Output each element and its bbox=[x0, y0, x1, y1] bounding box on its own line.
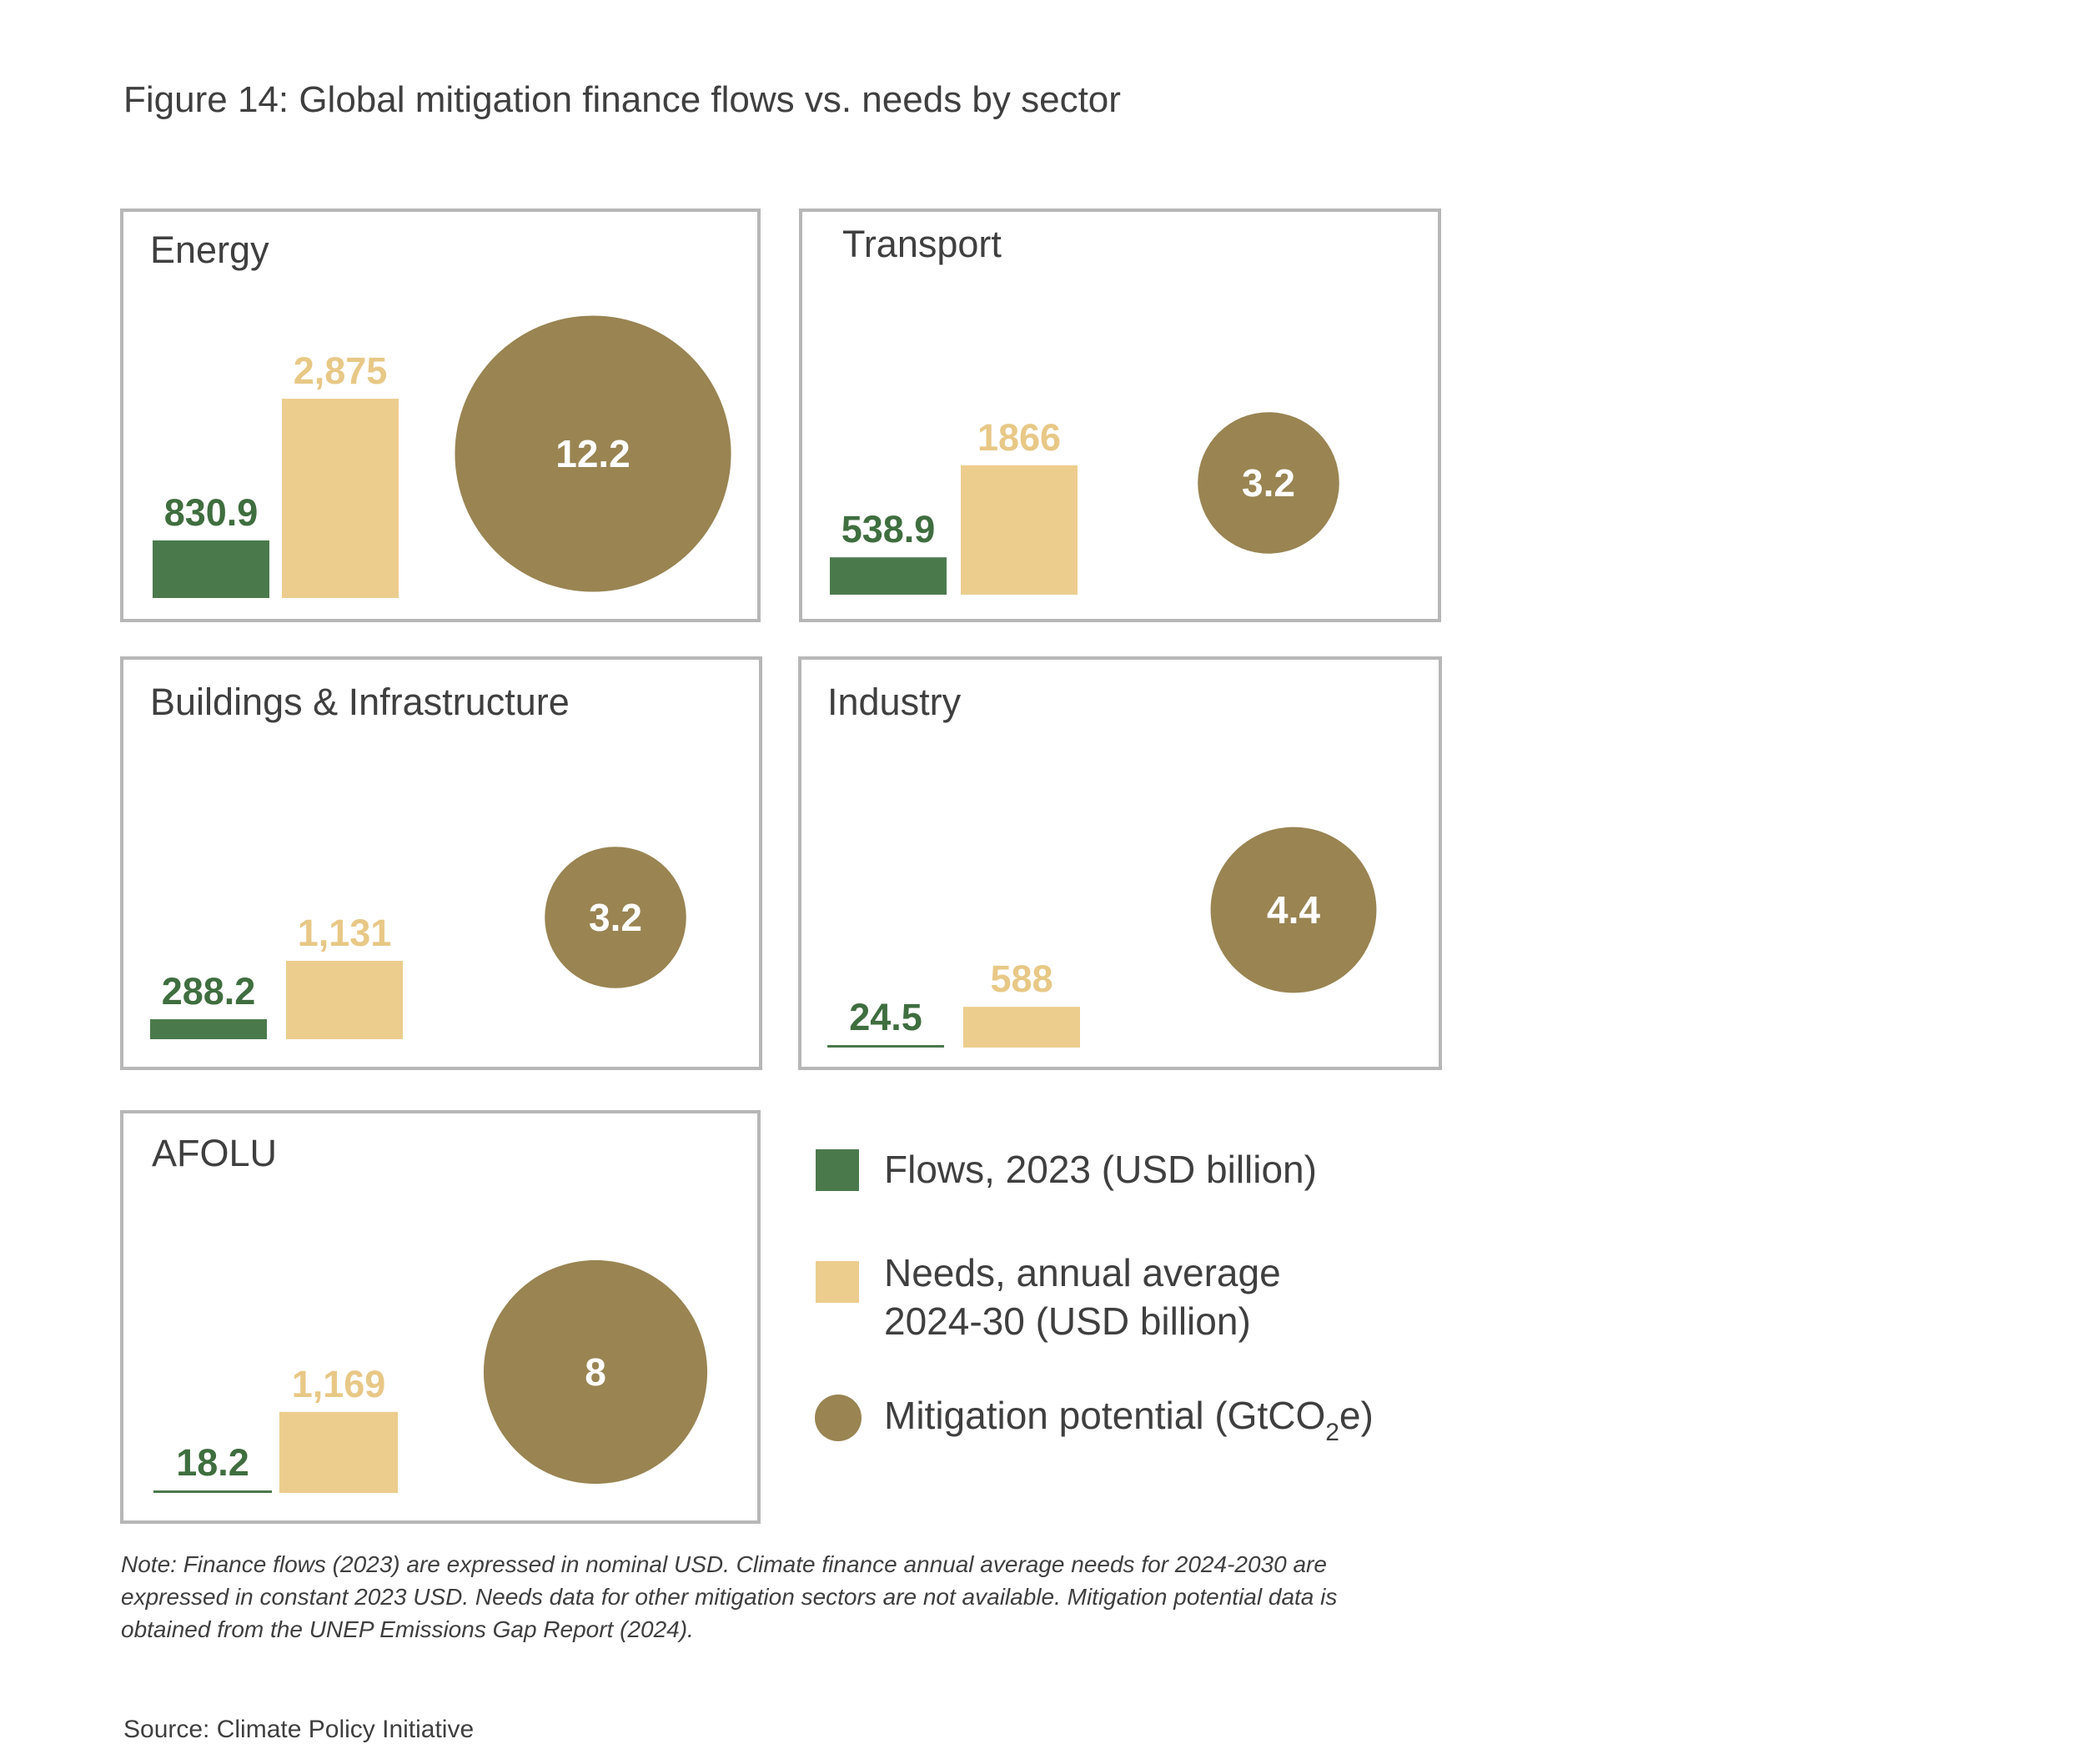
legend-needs-swatch bbox=[816, 1261, 859, 1303]
panel-afolu: AFOLU 18.2 1,169 8 bbox=[120, 1110, 761, 1524]
potential-bubble-transport bbox=[1198, 412, 1339, 554]
flows-bar-transport bbox=[830, 557, 947, 595]
panel-title-energy: Energy bbox=[150, 229, 269, 271]
legend-potential-label: Mitigation potential (GtCO2e) bbox=[884, 1394, 1374, 1446]
needs-value-label-transport: 1866 bbox=[977, 416, 1061, 459]
flows-value-label-industry: 24.5 bbox=[849, 996, 922, 1038]
legend: Flows, 2023 (USD billion) Needs, annual … bbox=[815, 1148, 1374, 1446]
legend-potential-subscript: 2 bbox=[1325, 1419, 1339, 1446]
potential-value-label-energy: 12.2 bbox=[555, 432, 631, 475]
flows-value-label-buildings-infrastructure: 288.2 bbox=[162, 970, 256, 1013]
legend-potential-suffix: e) bbox=[1339, 1394, 1374, 1437]
flows-value-label-transport: 538.9 bbox=[842, 508, 936, 550]
flows-value-label-afolu: 18.2 bbox=[176, 1441, 249, 1484]
needs-value-label-buildings-infrastructure: 1,131 bbox=[298, 912, 392, 954]
flows-bar-energy bbox=[153, 540, 269, 598]
legend-flows-swatch bbox=[816, 1149, 859, 1191]
panel-transport: Transport 538.9 1866 3.2 bbox=[799, 209, 1441, 622]
potential-value-label-transport: 3.2 bbox=[1242, 461, 1295, 505]
needs-bar-industry bbox=[963, 1007, 1080, 1048]
potential-value-label-buildings-infrastructure: 3.2 bbox=[589, 896, 642, 939]
note-line-1: Note: Finance flows (2023) are expressed… bbox=[121, 1551, 1327, 1577]
legend-potential-prefix: Mitigation potential (GtCO bbox=[884, 1394, 1325, 1437]
flows-bar-buildings-infrastructure bbox=[150, 1019, 267, 1039]
panel-frame-transport bbox=[799, 209, 1441, 622]
note-line-3: obtained from the UNEP Emissions Gap Rep… bbox=[121, 1616, 694, 1642]
needs-value-label-energy: 2,875 bbox=[294, 349, 388, 392]
panel-title-afolu: AFOLU bbox=[152, 1132, 277, 1174]
panel-title-transport: Transport bbox=[842, 223, 1002, 265]
source-text: Source: Climate Policy Initiative bbox=[123, 1716, 474, 1743]
flows-bar-industry bbox=[827, 1045, 944, 1048]
panel-title-buildings-infrastructure: Buildings & Infrastructure bbox=[150, 681, 570, 723]
potential-bubble-buildings-infrastructure bbox=[545, 847, 686, 988]
potential-bubble-afolu bbox=[483, 1259, 708, 1485]
sector-panels: Energy 830.9 2,875 12.2 Transport 538.9 1866 3.… bbox=[120, 209, 1442, 1524]
legend-needs-label-line1: Needs, annual average bbox=[884, 1251, 1281, 1294]
legend-needs-label-line2: 2024-30 (USD billion) bbox=[884, 1299, 1251, 1343]
potential-value-label-industry: 4.4 bbox=[1267, 888, 1320, 932]
panel-energy: Energy 830.9 2,875 12.2 bbox=[120, 209, 761, 622]
needs-bar-transport bbox=[961, 465, 1078, 595]
flows-value-label-energy: 830.9 bbox=[164, 491, 259, 534]
flows-bar-afolu bbox=[153, 1490, 272, 1493]
note-line-2: expressed in constant 2023 USD. Needs da… bbox=[121, 1584, 1337, 1610]
legend-flows-label: Flows, 2023 (USD billion) bbox=[884, 1148, 1317, 1191]
needs-bar-energy bbox=[282, 399, 399, 598]
panel-buildings-infrastructure: Buildings & Infrastructure 288.2 1,131 3.2 bbox=[120, 656, 762, 1070]
panel-industry: Industry 24.5 588 4.4 bbox=[798, 656, 1442, 1070]
needs-value-label-afolu: 1,169 bbox=[292, 1363, 386, 1405]
needs-value-label-industry: 588 bbox=[990, 957, 1053, 1000]
panel-title-industry: Industry bbox=[827, 681, 962, 723]
needs-bar-buildings-infrastructure bbox=[286, 961, 403, 1039]
potential-value-label-afolu: 8 bbox=[585, 1350, 606, 1394]
chart-title: Figure 14: Global mitigation finance flo… bbox=[123, 79, 1121, 120]
potential-bubble-energy bbox=[455, 315, 731, 592]
legend-potential-swatch bbox=[815, 1395, 862, 1441]
potential-bubble-industry bbox=[1210, 827, 1377, 993]
needs-bar-afolu bbox=[279, 1411, 398, 1493]
